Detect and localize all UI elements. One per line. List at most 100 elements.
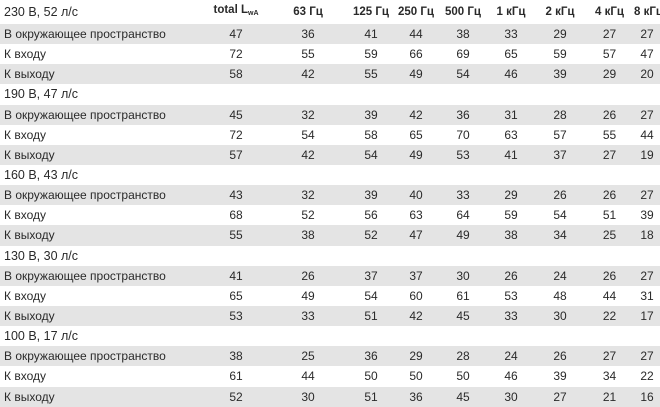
group-header-row: 190 В, 47 л/с: [0, 84, 660, 104]
value-cell: 45: [205, 104, 267, 125]
group-title: 190 В, 47 л/с: [4, 87, 79, 102]
value-cell: 26: [535, 185, 585, 206]
value-cell: 37: [393, 265, 439, 286]
value-cell: 57: [553, 127, 567, 142]
column-header-text: total L: [213, 4, 249, 16]
value-cell: 17: [634, 305, 660, 327]
empty-cell: [205, 326, 267, 346]
value-cell: 18: [634, 225, 660, 246]
value-cell: 46: [487, 64, 535, 85]
value-cell: 39: [349, 185, 393, 206]
value-cell: 69: [456, 47, 470, 62]
empty-cell: [349, 165, 393, 185]
value-cell: 52: [205, 386, 267, 407]
value-cell: 55: [205, 225, 267, 246]
value-cell: 32: [267, 185, 349, 206]
row-label: В окружающее пространство: [0, 346, 205, 367]
value-cell: 55: [301, 47, 315, 62]
empty-cell: [267, 326, 349, 346]
value-cell: 38: [487, 225, 535, 246]
group-title: 130 В, 30 л/с: [4, 248, 79, 263]
value-cell: 40: [393, 185, 439, 206]
empty-cell: [267, 246, 349, 266]
value-cell: 47: [205, 24, 267, 45]
data-row: К выходу 53 33 51 42 45 33 30 22 17: [0, 305, 660, 327]
row-label: К выходу: [0, 386, 205, 407]
value-cell: 53: [439, 144, 487, 165]
value-cell: 27: [634, 346, 660, 367]
value-cell: 26: [585, 104, 634, 125]
value-cell: 41: [487, 144, 535, 165]
empty-cell: [205, 246, 267, 266]
value-cell: 58: [364, 127, 378, 142]
empty-cell: [267, 84, 349, 104]
value-cell: 31: [640, 288, 654, 303]
value-cell: 29: [487, 185, 535, 206]
data-row: К входу 61 44 50 50 50 46 39 34 22: [0, 366, 660, 386]
value-cell: 45: [439, 305, 487, 327]
data-row: К выходу 58 42 55 49 54 46 39 29 20: [0, 64, 660, 85]
value-cell: 30: [487, 386, 535, 407]
value-cell: 72: [229, 47, 243, 62]
empty-cell: [585, 326, 634, 346]
value-cell: 54: [364, 288, 378, 303]
row-label: В окружающее пространство: [0, 24, 205, 45]
value-cell: 25: [267, 346, 349, 367]
value-cell: 53: [504, 288, 518, 303]
value-cell: 50: [456, 369, 470, 384]
column-header: 250 Гц: [398, 6, 434, 18]
empty-cell: [585, 165, 634, 185]
data-row: К выходу 52 30 51 36 45 30 27 21 16: [0, 386, 660, 407]
value-cell: 28: [535, 104, 585, 125]
value-cell: 41: [205, 265, 267, 286]
value-cell: 51: [349, 305, 393, 327]
value-cell: 26: [267, 265, 349, 286]
group-header-row: 160 В, 43 л/с: [0, 165, 660, 185]
column-header: 2 кГц: [545, 6, 575, 18]
value-cell: 32: [267, 104, 349, 125]
value-cell: 46: [504, 369, 518, 384]
empty-cell: [487, 165, 535, 185]
value-cell: 43: [205, 185, 267, 206]
data-row: К входу 72 54 58 65 70 63 57 55 44: [0, 125, 660, 145]
value-cell: 27: [634, 24, 660, 45]
value-cell: 50: [364, 369, 378, 384]
value-cell: 72: [229, 127, 243, 142]
empty-cell: [634, 165, 660, 185]
data-row: В окружающее пространство 38 25 36 29 28 24 26 2…: [0, 346, 660, 367]
row-label: В окружающее пространство: [0, 265, 205, 286]
value-cell: 68: [229, 208, 243, 223]
row-label: К выходу: [0, 225, 205, 246]
empty-cell: [439, 165, 487, 185]
group-title: 160 В, 43 л/с: [4, 168, 79, 183]
value-cell: 52: [349, 225, 393, 246]
value-cell: 52: [301, 208, 315, 223]
column-header: total LwA: [205, 0, 267, 24]
value-cell: 54: [349, 144, 393, 165]
value-cell: 27: [585, 346, 634, 367]
empty-cell: [439, 246, 487, 266]
row-label: В окружающее пространство: [0, 104, 205, 125]
value-cell: 49: [439, 225, 487, 246]
value-cell: 44: [301, 369, 315, 384]
value-cell: 39: [553, 369, 567, 384]
value-cell: 54: [301, 127, 315, 142]
value-cell: 57: [205, 144, 267, 165]
data-row: К выходу 57 42 54 49 53 41 37 27 19: [0, 144, 660, 165]
value-cell: 42: [393, 305, 439, 327]
value-cell: 20: [634, 64, 660, 85]
value-cell: 26: [585, 265, 634, 286]
row-label: К входу: [4, 127, 46, 142]
value-cell: 42: [267, 64, 349, 85]
row-label: К входу: [4, 47, 46, 62]
empty-cell: [585, 84, 634, 104]
row-label: К выходу: [0, 144, 205, 165]
value-cell: 34: [602, 369, 617, 384]
group-header-row: 130 В, 30 л/с: [0, 246, 660, 266]
data-row: К входу 68 52 56 63 64 59 54 51 39: [0, 205, 660, 225]
data-row: К выходу 55 38 52 47 49 38 34 25 18: [0, 225, 660, 246]
value-cell: 54: [553, 208, 567, 223]
data-row: К входу 72 55 59 66 69 65 59 57 47: [0, 44, 660, 64]
value-cell: 31: [487, 104, 535, 125]
